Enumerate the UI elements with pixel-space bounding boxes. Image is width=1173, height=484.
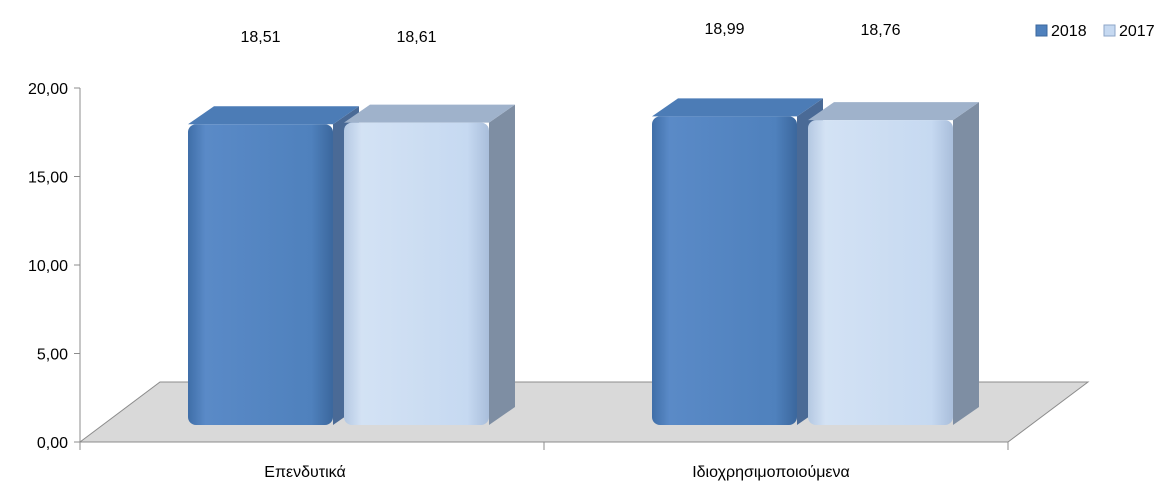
data-label: 18,51 [240,29,280,46]
data-label: 18,61 [396,29,436,46]
legend-swatch-2018 [1035,24,1048,37]
legend-label: 2018 [1051,23,1087,40]
data-label: 18,76 [860,22,900,39]
bar-2017-1 [808,102,979,426]
bar-2017-0 [344,104,515,426]
y-tick-label: 0,00 [37,435,68,452]
bar-top [808,102,979,121]
data-label: 18,99 [704,21,744,38]
y-axis-ticks: 0,00 5,00 10,00 15,00 20,00 [28,81,80,452]
bar-top [652,98,823,117]
bar-front [652,116,797,425]
legend-swatch-2017 [1103,24,1116,37]
bar-2018-0 [188,106,359,426]
category-label: Ιδιοχρησιμοποιούμενα [692,464,850,481]
bar-2018-1 [652,98,823,425]
legend-label: 2017 [1119,23,1155,40]
bar-top [344,104,515,123]
bar-top [188,106,359,125]
y-tick-label: 5,00 [37,347,68,364]
y-tick-label: 15,00 [28,170,68,187]
bar-side [489,104,515,426]
legend: 2018 2017 [1035,23,1155,40]
bar-side [953,102,979,426]
bars-group [188,98,979,426]
bar-front [188,124,333,426]
y-tick-label: 20,00 [28,81,68,98]
y-tick-label: 10,00 [28,258,68,275]
category-label: Επενδυτικά [264,464,345,481]
bar-front [344,122,489,426]
bar-front [808,120,953,426]
data-labels-group: 18,51 18,61 18,99 18,76 [240,21,900,46]
